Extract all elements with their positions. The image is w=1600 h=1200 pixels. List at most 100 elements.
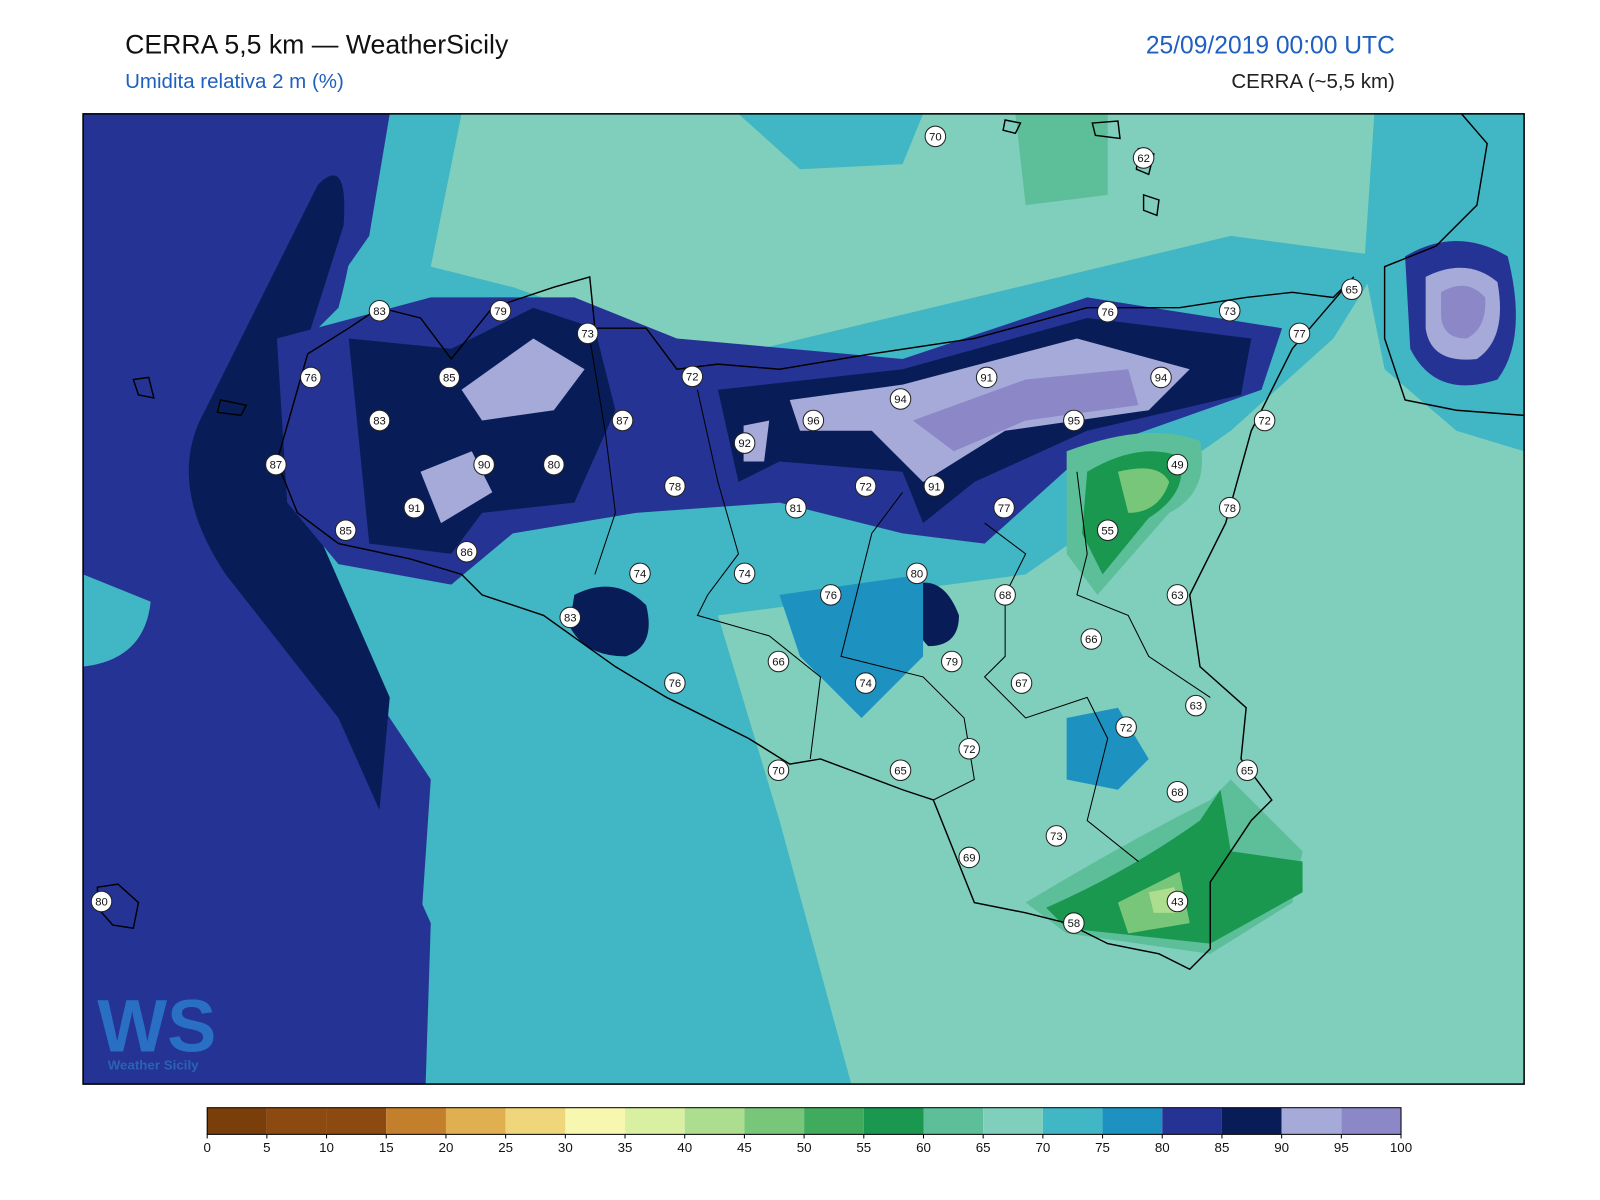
colorbar-segment (804, 1107, 864, 1135)
colorbar-segment (266, 1107, 327, 1135)
station-marker (681, 365, 704, 388)
station-marker (1096, 519, 1119, 542)
logo-mark: WS (97, 984, 216, 1067)
station-marker (1150, 366, 1172, 389)
station-value: 63 (1190, 701, 1203, 713)
station-marker (958, 737, 980, 760)
colorbar-segment (505, 1107, 566, 1135)
station-marker (1236, 759, 1258, 782)
station-marker (993, 496, 1015, 519)
station-value: 73 (1223, 306, 1236, 318)
station-value: 65 (1241, 765, 1254, 777)
station-marker (1045, 825, 1068, 847)
field-60-65 (1025, 432, 1303, 954)
field (83, 113, 1525, 1085)
station-value: 76 (1101, 307, 1114, 319)
station-value: 49 (1171, 460, 1184, 472)
station-value: 74 (859, 678, 872, 690)
station-value: 91 (928, 481, 941, 493)
station-marker (733, 562, 756, 585)
station-value: 94 (894, 394, 907, 406)
station-marker (1063, 409, 1085, 432)
station-marker (994, 584, 1016, 606)
colorbar-tick-label: 0 (203, 1140, 210, 1155)
station-marker (1166, 781, 1189, 803)
station-value: 78 (669, 481, 682, 493)
colorbar-tick-label: 20 (439, 1140, 454, 1155)
station-value: 73 (581, 328, 594, 340)
colorbar-tick-label: 65 (976, 1140, 991, 1155)
station-marker (958, 846, 980, 869)
station-marker (1096, 301, 1119, 323)
colorbar-segment (863, 1107, 924, 1135)
station-marker (820, 584, 842, 606)
station-value: 83 (373, 306, 386, 318)
station-marker (489, 299, 512, 322)
stations: 70 62 83 79 73 76 73 65 77 76 85 72 91 94 94 83 87 96 95 72… (90, 125, 1363, 934)
station-value: 79 (946, 657, 959, 669)
station-marker (664, 475, 686, 497)
station-value: 80 (95, 897, 108, 909)
colorbar-tick-label: 60 (916, 1140, 931, 1155)
station-marker (733, 432, 756, 454)
colorbar-segment (684, 1107, 745, 1135)
station-marker (1132, 147, 1155, 169)
colorbar-tick-label: 85 (1215, 1140, 1230, 1155)
station-value: 96 (807, 416, 820, 428)
colorbar-segment (1281, 1107, 1342, 1135)
logo: WS Weather Sicily (97, 984, 216, 1072)
colorbar-tick-label: 5 (263, 1140, 270, 1155)
station-value: 66 (772, 657, 785, 669)
colorbar-tick-label: 95 (1334, 1140, 1349, 1155)
colorbar-segment (1162, 1107, 1222, 1135)
station-marker (1341, 278, 1363, 300)
station-marker (368, 299, 391, 322)
station-value: 69 (963, 853, 976, 865)
station-marker (1218, 299, 1241, 322)
station-marker (767, 650, 790, 673)
station-marker (889, 759, 912, 782)
station-value: 70 (772, 765, 785, 777)
station-marker (611, 409, 634, 432)
colorbar-tick-label: 30 (558, 1140, 573, 1155)
colorbar-tick-label: 55 (856, 1140, 871, 1155)
station-marker (1166, 453, 1189, 476)
station-value: 94 (1155, 373, 1168, 385)
station-marker (403, 496, 426, 519)
station-value: 63 (1171, 590, 1184, 602)
station-value: 78 (1223, 503, 1236, 515)
station-value: 87 (270, 460, 283, 472)
model: CERRA (~5,5 km) (1231, 70, 1394, 93)
station-marker (854, 475, 877, 497)
station-value: 85 (443, 373, 456, 385)
field-90-95 (420, 338, 1190, 524)
station-marker (90, 890, 113, 913)
colorbar-segment (923, 1107, 984, 1135)
station-value: 83 (373, 416, 386, 428)
station-value: 76 (825, 590, 838, 602)
station-marker (889, 388, 912, 410)
field-95-100 (912, 369, 1139, 452)
station-value: 73 (1050, 831, 1063, 843)
colorbar-segment (1341, 1107, 1402, 1135)
logo-name: Weather Sicily (108, 1058, 199, 1073)
station-marker (1166, 890, 1189, 913)
calabria-coast (1383, 113, 1525, 417)
station-value: 77 (1293, 328, 1306, 340)
station-value: 72 (859, 481, 872, 493)
colorbar-tick-label: 75 (1095, 1140, 1110, 1155)
station-marker (975, 366, 998, 389)
station-value: 72 (963, 744, 976, 756)
colorbar-segment (1042, 1107, 1103, 1135)
station-marker (924, 125, 947, 148)
colorbar-tick-label: 70 (1035, 1140, 1050, 1155)
colorbar-segment (983, 1107, 1043, 1135)
station-marker (368, 409, 391, 432)
colorbar-tick-label: 80 (1155, 1140, 1170, 1155)
map-frame (82, 113, 1525, 1085)
station-marker (1010, 672, 1033, 694)
colorbar-tick-label: 100 (1390, 1140, 1412, 1155)
field-55-60 (1046, 451, 1303, 944)
station-value: 87 (616, 416, 629, 428)
